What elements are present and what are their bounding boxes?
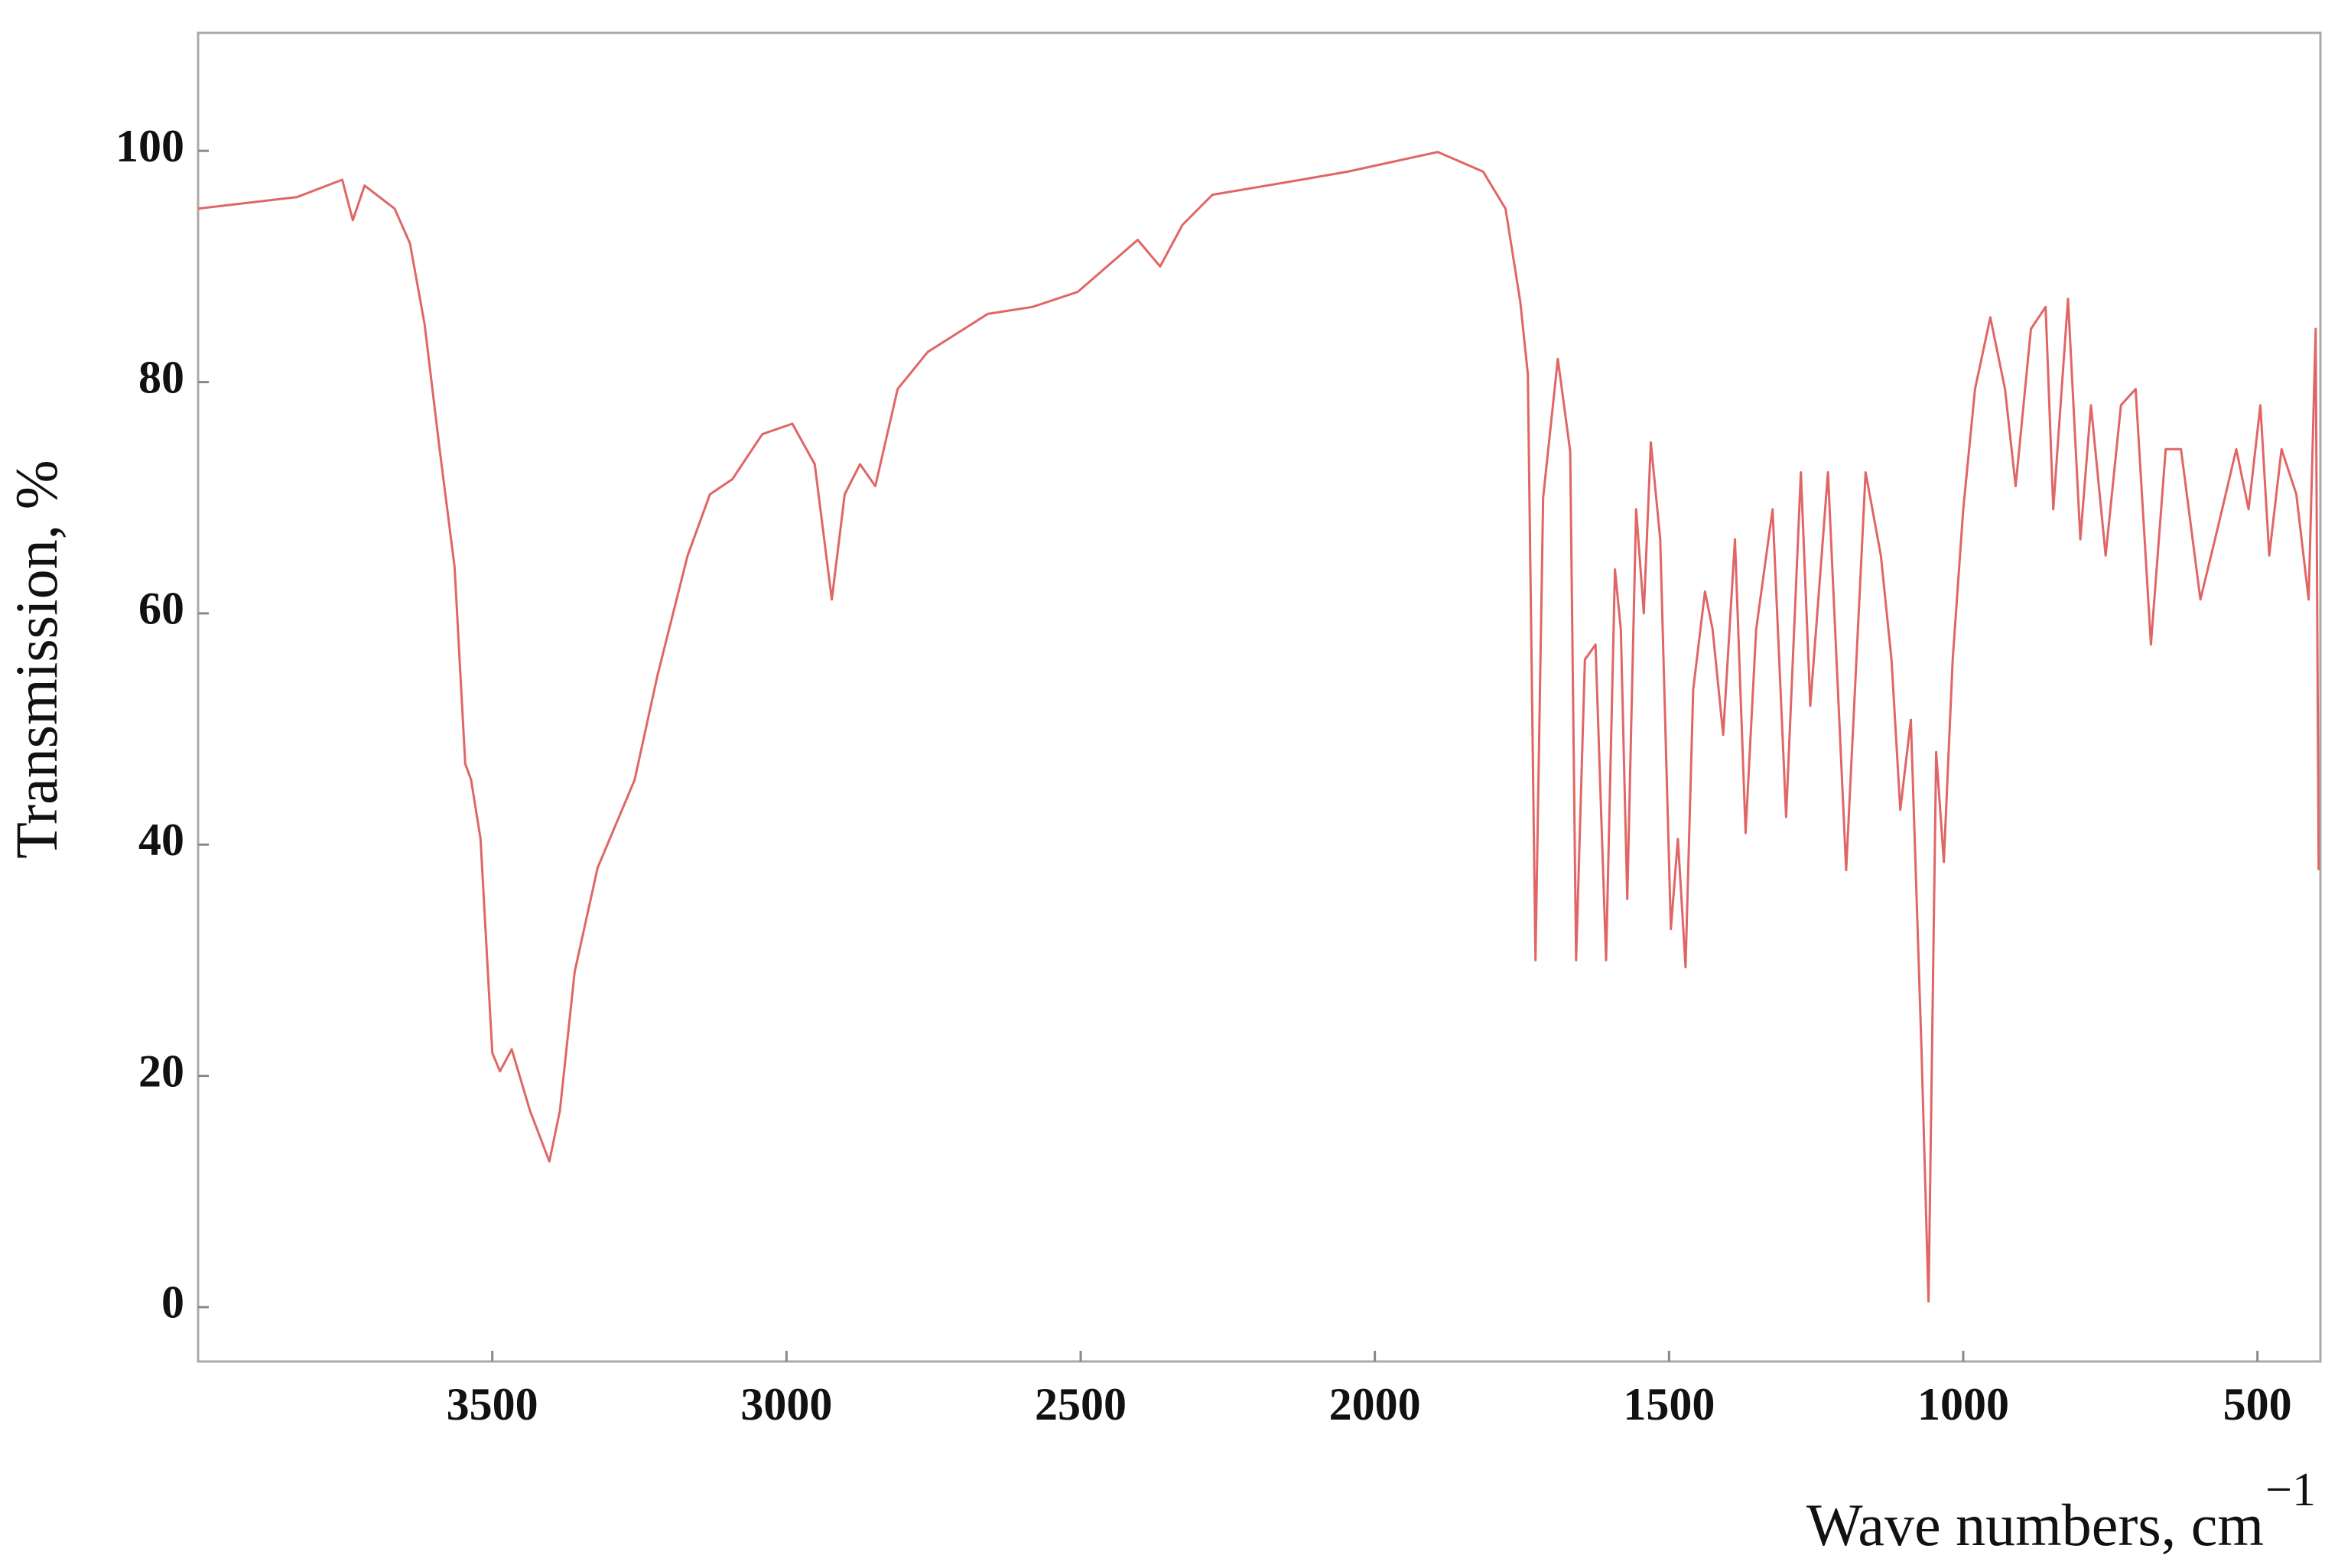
x-tick-label: 1000 bbox=[1917, 1379, 2009, 1430]
x-tick-label: 2500 bbox=[1035, 1379, 1127, 1430]
x-axis-label-exponent: −1 bbox=[2265, 1464, 2316, 1516]
y-tick-label: 60 bbox=[138, 584, 184, 634]
spectrum-line bbox=[197, 151, 2320, 1303]
x-tick-label: 500 bbox=[2223, 1379, 2292, 1430]
y-axis-label: Transmission, % bbox=[3, 460, 70, 859]
y-tick-label: 20 bbox=[138, 1046, 184, 1096]
y-tick-label: 80 bbox=[138, 352, 184, 402]
x-tick-label: 2000 bbox=[1329, 1379, 1421, 1430]
x-tick-label: 1500 bbox=[1623, 1379, 1715, 1430]
plot-frame bbox=[197, 31, 2322, 1363]
x-tick-label: 3000 bbox=[740, 1379, 832, 1430]
y-tick-label: 0 bbox=[161, 1277, 184, 1328]
x-axis-label: Wave numbers, cm bbox=[1806, 1492, 2264, 1558]
y-tick-label: 40 bbox=[138, 815, 184, 865]
x-tick-label: 3500 bbox=[447, 1379, 538, 1430]
y-tick-label: 100 bbox=[115, 121, 184, 171]
